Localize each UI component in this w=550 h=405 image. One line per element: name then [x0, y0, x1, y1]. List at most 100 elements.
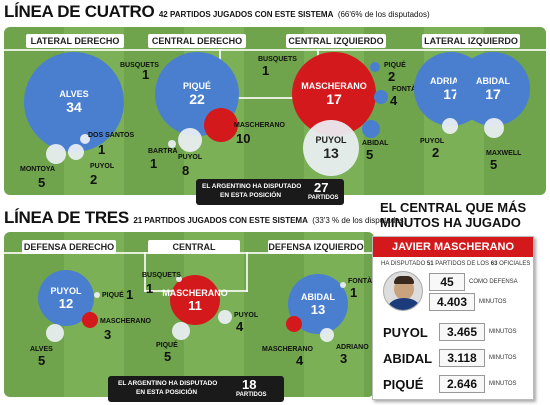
minor-circle-busquets-c	[176, 276, 182, 282]
stat-name: PUYOL	[383, 325, 428, 340]
minor-circle-mascherano-cd	[204, 108, 238, 142]
label-puyol-ld: PUYOL	[90, 163, 115, 170]
title-text: LÍNEA DE CUATRO	[4, 2, 155, 21]
label-mascherano-dd: MASCHERANO	[100, 318, 151, 325]
title-text: LÍNEA DE TRES	[4, 208, 129, 227]
player-value: 13	[323, 145, 339, 161]
value-abidal-ci: 5	[366, 147, 374, 162]
minor-circle-abidal-ci	[362, 120, 380, 138]
stat-value: 3.465	[439, 323, 485, 341]
player-name: MASCHERANO	[162, 287, 228, 298]
stat-value: 3.118	[439, 349, 485, 367]
label-pique-c: PIQUÉ	[156, 342, 178, 349]
minor-circle-dos-santos	[80, 134, 90, 144]
value-mascherano-di: 4	[296, 353, 304, 368]
player-value: 17	[326, 91, 342, 107]
section-title-linea-tres: LÍNEA DE TRES 21 PARTIDOS JUGADOS CON ES…	[4, 208, 406, 228]
sub-post: OFICIALES	[499, 261, 531, 267]
player-value: 22	[189, 91, 205, 107]
player-name: PIQUÉ	[182, 81, 211, 91]
player-card: JAVIER MASCHERANO HA DISPUTADO 51 PARTID…	[372, 236, 534, 400]
label-montoya: MONTOYA	[20, 166, 56, 173]
label-abidal-ci: ABIDAL	[362, 140, 389, 147]
label-puyol-cd: PUYOL	[178, 154, 203, 161]
value-puyol-li: 2	[432, 145, 440, 160]
player-name: PUYOL	[50, 285, 82, 296]
value-mascherano-dd: 3	[104, 327, 112, 342]
label-bartra: BARTRA	[148, 148, 178, 155]
callout-number: 27	[314, 180, 329, 195]
minor-circle-pique-ci	[370, 62, 380, 72]
minor-circle-montoya	[46, 144, 66, 164]
position-defensa-izquierdo: DEFENSA IZQUIERDO	[268, 240, 364, 254]
label-dos-santos: DOS SANTOS	[88, 132, 135, 139]
value-fontas-di: 1	[350, 285, 358, 300]
label-busquets-ci: BUSQUETS	[258, 56, 297, 63]
stat-unit: MINUTOS	[489, 329, 517, 335]
minor-circle-fontas	[374, 90, 388, 104]
player-value: 13	[310, 301, 326, 317]
label-busquets-c: BUSQUETS	[142, 272, 181, 279]
subtitle-bold: 42 PARTIDOS JUGADOS CON ESTE SISTEMA	[158, 10, 334, 19]
sub-num2: 63	[490, 261, 498, 267]
label-fontas-ci: FONTÀS	[392, 86, 421, 93]
callout-text-1: EL ARGENTINO HA DISPUTADO	[118, 380, 218, 387]
position-central: CENTRAL	[148, 240, 240, 254]
subtitle-rest: (33'3 % de los disputados)	[312, 216, 407, 225]
stat-value: 2.646	[439, 375, 485, 393]
position-central-derecho: CENTRAL DERECHO	[148, 34, 246, 48]
callout-text-2: EN ESTA POSICIÓN	[220, 192, 282, 199]
minor-circle-puyol	[68, 144, 84, 160]
callout-unit: PARTIDOS	[236, 392, 267, 398]
label-pique-dd: PIQUÉ	[102, 292, 124, 299]
minor-circle-adriano-di	[320, 328, 334, 342]
value-pique-c: 5	[164, 349, 172, 364]
games-central-box: 45	[429, 273, 465, 291]
label-puyol-li: PUYOL	[420, 138, 445, 145]
sidebar-title-line-2: MINUTOS HA JUGADO	[380, 215, 521, 230]
value-puyol-c: 4	[236, 319, 244, 334]
minor-circle-pique-c	[172, 322, 190, 340]
position-defensa-derecho: DEFENSA DERECHO	[22, 240, 116, 254]
value-mascherano-cd: 10	[236, 131, 251, 146]
value-busquets-c: 1	[146, 281, 154, 296]
stat-unit: MINUTOS	[489, 355, 517, 361]
minor-circle-puyol-cd	[178, 128, 202, 152]
player-circle-puyol-dd: PUYOL 12	[38, 270, 94, 326]
player-value: 34	[66, 99, 82, 115]
label-mascherano-di: MASCHERANO	[262, 346, 313, 353]
value-pique-dd: 1	[126, 287, 134, 302]
stat-row-pique: PIQUÉ 2.646 MINUTOS	[383, 373, 533, 395]
player-name: PUYOL	[315, 135, 347, 145]
value-montoya: 5	[38, 175, 46, 190]
sub-num1: 51	[426, 261, 434, 267]
label-maxwell: MAXWELL	[486, 150, 522, 157]
value-puyol-cd: 8	[182, 163, 190, 178]
minutes-label: MINUTOS	[479, 299, 507, 305]
games-central-label: COMO DEFENSA	[469, 279, 518, 285]
stat-name: ABIDAL	[383, 351, 433, 366]
label-pique-ci: PIQUÉ	[384, 62, 406, 69]
position-central-izquierdo: CENTRAL IZQUIERDO	[286, 34, 386, 48]
label-fontas-di: FONTÀS	[348, 278, 377, 285]
card-subtitle: HA DISPUTADO 51 PARTIDOS DE LOS 63 OFICI…	[381, 261, 530, 267]
value-fontas-ci: 4	[390, 93, 398, 108]
value-puyol-ld: 2	[90, 172, 98, 187]
sub-pre: HA DISPUTADO	[381, 261, 426, 267]
label-adriano-di: ADRIANO	[336, 344, 369, 351]
player-name: ABIDAL	[476, 76, 510, 86]
player-value: 11	[188, 297, 202, 313]
position-lateral-izquierdo: LATERAL IZQUIERDO	[422, 34, 520, 48]
value-adriano-di: 3	[340, 351, 348, 366]
stat-unit: MINUTOS	[489, 381, 517, 387]
minor-circle-maxwell	[484, 118, 504, 138]
minor-circle-mascherano-di	[286, 316, 302, 332]
position-lateral-derecho: LATERAL DERECHO	[26, 34, 124, 48]
value-pique-ci: 2	[388, 69, 396, 84]
sidebar-title-line-1: EL CENTRAL QUE MÁS	[380, 200, 527, 215]
section-title-linea-cuatro: LÍNEA DE CUATRO 42 PARTIDOS JUGADOS CON …	[4, 2, 430, 22]
callout-text-1: EL ARGENTINO HA DISPUTADO	[202, 183, 302, 190]
callout-unit: PARTIDOS	[308, 195, 339, 201]
callout-text-2: EN ESTA POSICIÓN	[136, 389, 198, 396]
player-value: 12	[58, 295, 74, 311]
